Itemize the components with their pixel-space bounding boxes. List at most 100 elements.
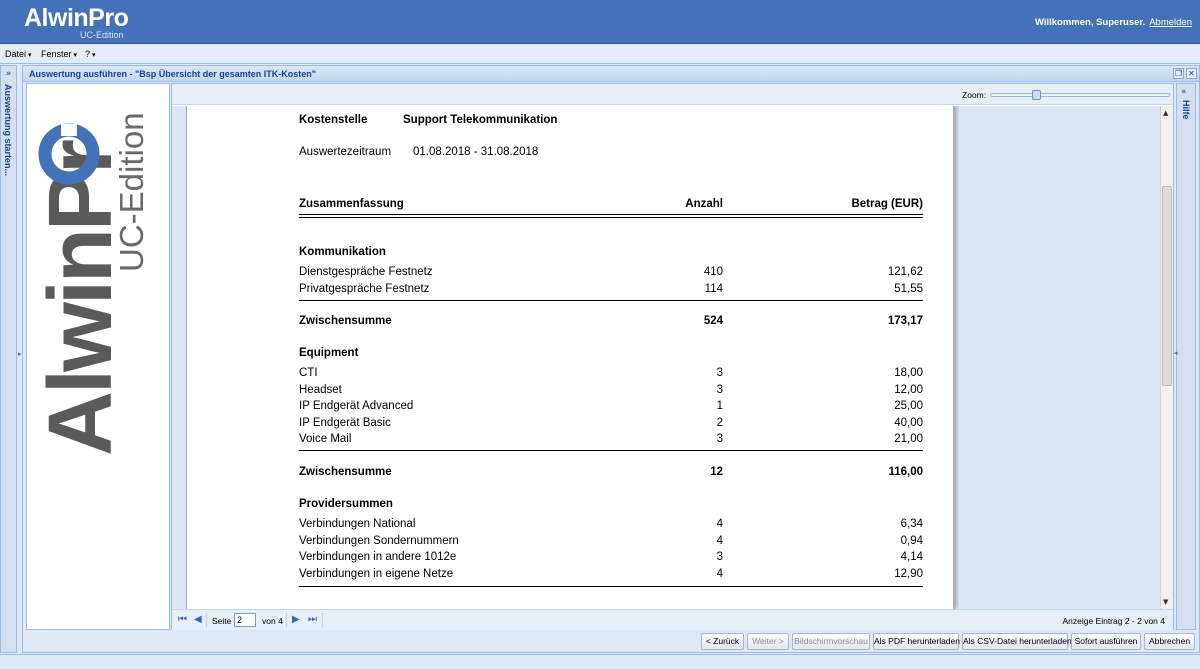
section-title: Kommunikation	[299, 246, 386, 258]
row-count: 114	[704, 283, 723, 295]
zoom-toolbar: Zoom:	[172, 84, 1173, 105]
welcome-text: Willkommen, Superuser. Abmelden	[1035, 17, 1192, 28]
last-page-icon[interactable]: ⏭	[308, 614, 317, 625]
row-label: Headset	[299, 384, 342, 396]
row-label: Dienstgespräche Festnetz	[299, 266, 433, 278]
row-amount: 40,00	[894, 417, 923, 429]
logo-pane: AlwinPr UC-Edition	[26, 83, 170, 630]
menu-datei-label: Datei	[5, 49, 27, 59]
expand-left-icon[interactable]: «	[1181, 87, 1187, 97]
scroll-down-icon[interactable]: ▼	[1163, 598, 1169, 606]
report-window: Auswertung ausführen - "Bsp Übersicht de…	[22, 65, 1200, 653]
menu-datei[interactable]: Datei ▾	[5, 49, 32, 59]
zoom-slider-thumb[interactable]	[1032, 90, 1041, 100]
report-viewer: Zoom: Kostenstelle Support Telekommunika…	[171, 83, 1174, 630]
window-title: Auswertung ausführen - "Bsp Übersicht de…	[29, 69, 317, 79]
row-label: IP Endgerät Basic	[299, 417, 391, 429]
zoom-label: Zoom:	[962, 90, 987, 100]
chevron-down-icon: ▾	[28, 52, 32, 59]
col-summary-header: Zusammenfassung	[299, 198, 404, 210]
menu-help-label: ?	[85, 49, 91, 59]
download-pdf-button[interactable]: Als PDF herunterladen	[873, 633, 960, 650]
section-divider	[299, 450, 923, 451]
page-label: Seite	[212, 616, 232, 626]
period-label: Auswertezeitraum	[299, 146, 392, 158]
row-label: Verbindungen Sondernummern	[299, 535, 459, 547]
toolbar-separator	[322, 613, 323, 627]
cancel-button[interactable]: Abbrechen	[1144, 633, 1195, 650]
row-amount: 6,34	[900, 518, 923, 530]
row-label: CTI	[299, 367, 318, 379]
back-button[interactable]: < Zurück	[701, 633, 744, 650]
left-collapsed-panel[interactable]: » Auswertung starten...	[0, 65, 17, 653]
splitter-handle-icon[interactable]: ◂	[1174, 349, 1178, 357]
row-amount: 12,00	[894, 384, 923, 396]
svg-text:UC-Edition: UC-Edition	[113, 112, 150, 272]
preview-button[interactable]: Bildschirmvorschau	[792, 633, 870, 650]
status-bar	[0, 654, 1200, 669]
window-titlebar: Auswertung ausführen - "Bsp Übersicht de…	[23, 66, 1199, 82]
row-count: 4	[716, 518, 723, 530]
row-label: Privatgespräche Festnetz	[299, 283, 430, 295]
subtotal-label: Zwischensumme	[299, 315, 392, 327]
zoom-slider[interactable]	[990, 90, 1170, 100]
row-label: Verbindungen National	[299, 518, 416, 530]
row-count: 4	[716, 568, 723, 580]
row-count: 2	[716, 417, 723, 429]
chevron-down-icon: ▾	[92, 52, 96, 59]
report-page: Kostenstelle Support Telekommunikation A…	[186, 106, 954, 609]
section-divider	[299, 300, 923, 301]
row-count: 3	[716, 551, 723, 563]
welcome-label: Willkommen, Superuser.	[1034, 17, 1146, 28]
chevron-down-icon: ▾	[73, 52, 78, 59]
row-amount: 18,00	[894, 367, 923, 379]
period-value: 01.08.2018 - 31.08.2018	[413, 146, 539, 158]
run-now-button[interactable]: Sofort ausführen	[1071, 633, 1141, 650]
scrollbar-thumb[interactable]	[1162, 186, 1172, 386]
row-amount: 51,55	[894, 283, 923, 295]
prev-page-icon[interactable]: ◀	[194, 614, 202, 625]
row-amount: 0,94	[900, 535, 923, 547]
app-logo-subtitle: UC-Edition	[80, 30, 124, 40]
toolbar-separator	[206, 613, 207, 627]
col-count-header: Anzahl	[685, 198, 723, 210]
subtotal-label: Zwischensumme	[299, 466, 392, 478]
app-logo: AlwinPro	[24, 4, 129, 32]
row-amount: 21,00	[894, 433, 923, 445]
row-label: IP Endgerät Advanced	[299, 400, 414, 412]
row-count: 3	[716, 384, 723, 396]
report-vertical-scrollbar[interactable]: ▲ ▼	[1160, 106, 1173, 609]
row-count: 410	[703, 266, 723, 278]
menu-fenster-label: Fenster	[41, 49, 72, 59]
left-panel-title: Auswertung starten...	[3, 84, 13, 177]
scroll-up-icon[interactable]: ▲	[1163, 109, 1169, 117]
first-page-icon[interactable]: ⏮	[178, 614, 187, 625]
expand-right-icon[interactable]: »	[5, 69, 12, 79]
section-divider	[299, 586, 923, 587]
subtotal-amount: 116,00	[888, 466, 923, 478]
header-divider-double	[299, 217, 923, 218]
col-amount-header: Betrag (EUR)	[851, 198, 923, 210]
menu-fenster[interactable]: Fenster ▾	[41, 49, 77, 59]
section-title: Providersummen	[299, 498, 393, 510]
restore-icon[interactable]: ❐	[1173, 68, 1184, 79]
next-button[interactable]: Weiter >	[747, 633, 789, 650]
section-title: Equipment	[299, 347, 359, 359]
row-count: 4	[716, 535, 723, 547]
help-collapsed-panel[interactable]: « Hilfe	[1176, 83, 1196, 630]
subtotal-amount: 173,17	[887, 315, 923, 327]
row-amount: 121,62	[887, 266, 923, 278]
close-icon[interactable]: ✕	[1186, 68, 1197, 79]
splitter-handle-icon[interactable]: ▸	[18, 350, 22, 358]
menu-help[interactable]: ? ▾	[85, 49, 96, 59]
logout-link[interactable]: Abmelden	[1149, 17, 1192, 28]
row-count: 3	[716, 367, 723, 379]
cost-center-value: Support Telekommunikation	[403, 114, 558, 126]
download-csv-button[interactable]: Als CSV-Datei herunterladen	[962, 633, 1072, 650]
report-scroll-area[interactable]: Kostenstelle Support Telekommunikation A…	[172, 106, 1173, 609]
page-number-input[interactable]	[234, 613, 256, 627]
row-amount: 25,00	[894, 400, 923, 412]
row-label: Verbindungen in eigene Netze	[299, 568, 454, 580]
header-divider	[299, 214, 923, 215]
next-page-icon[interactable]: ▶	[292, 614, 300, 625]
